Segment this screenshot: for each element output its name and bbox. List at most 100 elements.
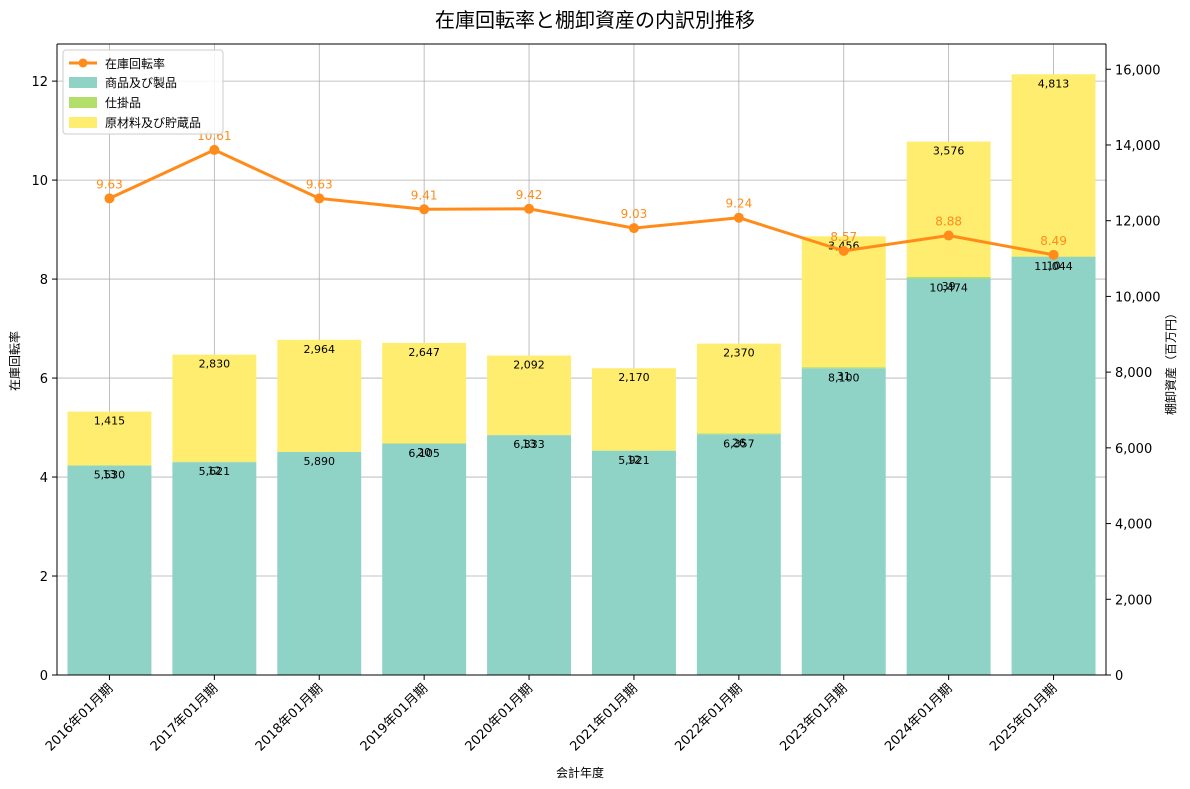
bar-finished-goods	[67, 465, 152, 675]
turnover-label: 9.41	[411, 188, 438, 202]
label-wip: 12	[627, 453, 641, 466]
x-axis-label: 会計年度	[556, 765, 604, 780]
legend-box	[62, 49, 224, 135]
bar-raw-materials	[1011, 74, 1096, 257]
bar-raw-materials	[801, 236, 886, 368]
bar-raw-materials	[591, 368, 676, 451]
label-wip: 39	[942, 280, 956, 293]
bars-layer	[67, 74, 1096, 675]
x-tick-label: 2025年01月期	[987, 681, 1060, 754]
legend-line-marker	[78, 58, 88, 68]
turnover-point	[943, 230, 954, 241]
turnover-label: 9.63	[96, 177, 123, 191]
turnover-line	[108, 148, 1054, 257]
bar-wip	[801, 367, 886, 369]
bar-raw-materials	[696, 343, 781, 434]
label-wip: 12	[207, 465, 221, 478]
x-tick-label: 2016年01月期	[43, 681, 116, 754]
bar-finished-goods	[1011, 256, 1096, 675]
turnover-label: 9.03	[621, 207, 648, 221]
legend-swatch-finished-goods	[69, 77, 97, 88]
label-raw-materials: 2,092	[513, 359, 545, 372]
y-right-tick-label: 8,000	[1115, 366, 1152, 381]
bar-finished-goods	[591, 450, 676, 675]
x-tick-label: 2024年01月期	[882, 681, 955, 754]
label-wip: 10	[1047, 260, 1061, 273]
legend-swatch-wip	[69, 97, 97, 108]
label-finished-goods: 5,921	[618, 454, 650, 467]
y-left-tick-label: 10	[31, 174, 48, 189]
x-tick-label: 2022年01月期	[672, 681, 745, 754]
label-wip: 26	[732, 436, 746, 449]
bar-wip	[696, 433, 781, 435]
y-right-tick-label: 2,000	[1115, 593, 1152, 608]
bar-finished-goods	[696, 434, 781, 675]
y-left-tick-label: 2	[40, 570, 48, 585]
y-right-tick-label: 4,000	[1115, 518, 1152, 533]
label-wip: 31	[837, 370, 851, 383]
chart-title: 在庫回転率と棚卸資産の内訳別推移	[435, 8, 755, 32]
legend-label-turnover: 在庫回転率	[105, 56, 165, 71]
label-finished-goods: 11,044	[1034, 260, 1073, 273]
label-finished-goods: 10,474	[929, 281, 968, 294]
turnover-point	[733, 212, 744, 223]
bar-raw-materials	[277, 339, 362, 453]
y-right-tick-label: 12,000	[1115, 215, 1161, 230]
y-right-tick-label: 16,000	[1115, 63, 1161, 78]
x-tick-label: 2018年01月期	[253, 681, 326, 754]
label-raw-materials: 2,370	[723, 347, 755, 360]
bar-finished-goods	[487, 435, 572, 675]
label-wip: 20	[417, 446, 431, 459]
x-tick-label: 2021年01月期	[567, 681, 640, 754]
turnover-point	[524, 203, 535, 214]
label-wip: 13	[522, 438, 536, 451]
turnover-label: 8.57	[830, 230, 857, 244]
label-finished-goods: 8,100	[828, 371, 860, 384]
label-raw-materials: 3,576	[933, 145, 965, 158]
y-left-tick-label: 0	[40, 669, 48, 684]
y-left-tick-label: 12	[31, 75, 48, 90]
turnover-point	[104, 193, 115, 204]
turnover-label: 8.88	[935, 215, 962, 229]
label-wip: 13	[102, 468, 116, 481]
legend-label-raw-materials: 原材料及び貯蔵品	[105, 116, 201, 130]
label-raw-materials: 2,830	[199, 358, 231, 371]
turnover-label: 9.63	[306, 177, 333, 191]
label-finished-goods: 6,357	[723, 437, 755, 450]
y-axis-left-label: 在庫回転率	[7, 331, 22, 391]
legend-label-wip: 仕掛品	[105, 95, 141, 110]
legend-swatch-raw-materials	[69, 117, 97, 128]
turnover-label: 9.24	[725, 197, 752, 211]
label-finished-goods: 5,530	[94, 469, 126, 482]
label-raw-materials: 1,415	[94, 415, 126, 428]
label-raw-materials: 2,170	[618, 371, 650, 384]
turnover-point	[1048, 249, 1059, 260]
label-raw-materials: 2,647	[408, 346, 440, 359]
y-right-tick-label: 6,000	[1115, 442, 1152, 457]
turnover-label: 9.42	[516, 188, 543, 202]
x-tick-label: 2017年01月期	[148, 681, 221, 754]
bar-wip	[906, 276, 991, 279]
bar-finished-goods	[382, 443, 467, 675]
label-raw-materials: 2,964	[304, 343, 336, 356]
bar-raw-materials	[172, 354, 257, 462]
bar-raw-materials	[67, 411, 152, 466]
y-left-tick-label: 6	[40, 372, 48, 387]
turnover-point	[419, 204, 430, 215]
bar-finished-goods	[172, 462, 257, 675]
turnover-point	[209, 144, 220, 155]
label-raw-materials: 4,813	[1038, 77, 1070, 90]
bar-raw-materials	[487, 355, 572, 435]
bar-raw-materials	[906, 141, 991, 277]
x-tick-label: 2019年01月期	[358, 681, 431, 754]
turnover-label: 8.49	[1040, 234, 1067, 248]
x-tick-label: 2023年01月期	[777, 681, 850, 754]
y-right-tick-label: 14,000	[1115, 139, 1161, 154]
y-left-tick-label: 8	[40, 273, 48, 288]
label-finished-goods: 5,621	[199, 465, 231, 478]
bar-finished-goods	[277, 452, 362, 675]
y-left-tick-label: 4	[40, 471, 48, 486]
bar-finished-goods	[801, 368, 886, 675]
